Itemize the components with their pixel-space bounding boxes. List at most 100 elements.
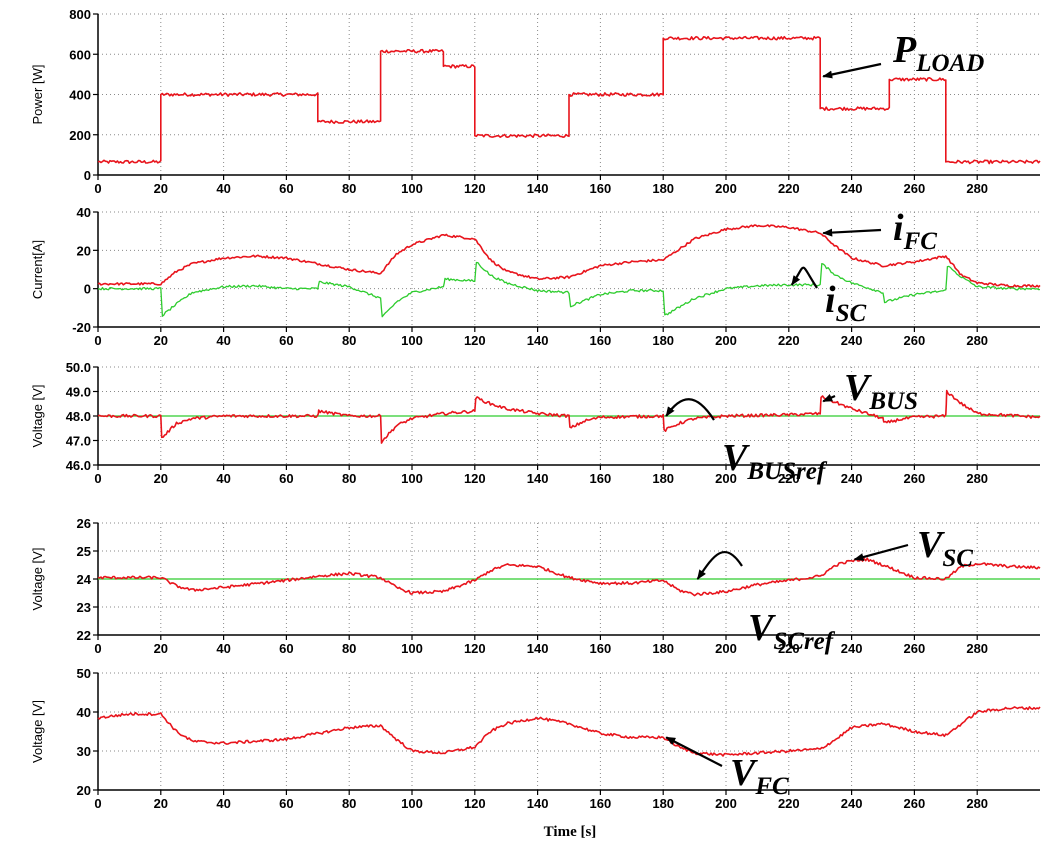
y-tick-label: 24: [77, 572, 92, 587]
y-tick-label: 0: [84, 282, 91, 297]
x-tick-label: 0: [94, 333, 101, 348]
x-tick-label: 280: [966, 641, 988, 656]
y-axis-title: Power [W]: [30, 65, 45, 125]
x-tick-label: 220: [778, 333, 800, 348]
x-tick-label: 200: [715, 471, 737, 486]
x-tick-label: 220: [778, 796, 800, 811]
series-line-red: [97, 706, 1041, 757]
y-tick-label: -20: [72, 320, 91, 335]
y-tick-label: 600: [69, 47, 91, 62]
x-tick-label: 280: [966, 471, 988, 486]
x-tick-label: 220: [778, 641, 800, 656]
annotation-arrow: [822, 62, 882, 79]
x-tick-label: 20: [154, 181, 168, 196]
y-tick-label: 30: [77, 744, 91, 759]
annotation-label: PLOAD: [892, 29, 984, 77]
x-tick-label: 100: [401, 471, 423, 486]
x-tick-label: 80: [342, 471, 356, 486]
chart-panel-3: 46.0 47.0 48.0 49.0 50.0 0 20 40 60 80 100 120 140 16…: [30, 360, 1041, 486]
x-tick-label: 200: [715, 333, 737, 348]
x-tick-label: 40: [216, 471, 230, 486]
series-line-red: [97, 557, 1041, 597]
x-tick-label: 160: [590, 796, 612, 811]
x-tick-label: 180: [652, 641, 674, 656]
annotation-arrow: [665, 736, 723, 767]
x-tick-label: 160: [590, 333, 612, 348]
y-tick-label: 22: [77, 628, 91, 643]
x-tick-label: 140: [527, 471, 549, 486]
x-tick-label: 160: [590, 641, 612, 656]
y-tick-label: 400: [69, 88, 91, 103]
x-tick-label: 40: [216, 641, 230, 656]
y-tick-label: 46.0: [66, 458, 91, 473]
annotation-arrow: [790, 266, 818, 289]
x-axis-title: Time [s]: [544, 824, 597, 840]
y-tick-label: 50.0: [66, 360, 91, 375]
x-tick-label: 260: [904, 641, 926, 656]
x-tick-label: 220: [778, 471, 800, 486]
chart-panel-1: 0 200 400 600 800 0 20 40 60 80 100 120 140 160 180 200…: [30, 7, 1041, 196]
x-tick-label: 260: [904, 471, 926, 486]
series-line-red: [97, 35, 1041, 165]
x-tick-label: 80: [342, 181, 356, 196]
x-tick-label: 20: [154, 796, 168, 811]
x-tick-label: 80: [342, 796, 356, 811]
x-tick-label: 20: [154, 641, 168, 656]
y-axis-title: Voltage [V]: [30, 385, 45, 448]
annotation-label: VSC: [917, 524, 973, 572]
y-tick-label: 20: [77, 243, 91, 258]
series-line-red: [97, 389, 1041, 444]
x-tick-label: 80: [342, 641, 356, 656]
annotation-arrow: [665, 398, 715, 421]
y-axis-title: Voltage [V]: [30, 548, 45, 611]
x-tick-label: 20: [154, 471, 168, 486]
x-tick-label: 260: [904, 333, 926, 348]
x-tick-label: 100: [401, 333, 423, 348]
x-tick-label: 60: [279, 471, 293, 486]
x-tick-label: 100: [401, 641, 423, 656]
x-tick-label: 140: [527, 181, 549, 196]
x-tick-label: 140: [527, 796, 549, 811]
x-tick-label: 160: [590, 181, 612, 196]
x-tick-label: 60: [279, 181, 293, 196]
x-tick-label: 220: [778, 181, 800, 196]
x-tick-label: 200: [715, 796, 737, 811]
x-tick-label: 240: [841, 641, 863, 656]
x-tick-label: 280: [966, 796, 988, 811]
annotation-label: VBUS: [844, 367, 918, 415]
x-tick-label: 120: [464, 333, 486, 348]
y-tick-label: 200: [69, 128, 91, 143]
annotation-arrow: [822, 228, 882, 237]
y-tick-label: 0: [84, 168, 91, 183]
x-tick-label: 160: [590, 471, 612, 486]
x-tick-label: 120: [464, 641, 486, 656]
x-tick-label: 260: [904, 796, 926, 811]
y-tick-label: 26: [77, 516, 91, 531]
x-tick-label: 0: [94, 471, 101, 486]
y-tick-label: 50: [77, 666, 91, 681]
x-tick-label: 0: [94, 796, 101, 811]
x-tick-label: 20: [154, 333, 168, 348]
y-tick-label: 23: [77, 600, 91, 615]
x-tick-label: 260: [904, 181, 926, 196]
x-tick-label: 180: [652, 333, 674, 348]
x-tick-label: 240: [841, 796, 863, 811]
y-axis-title: Voltage [V]: [30, 700, 45, 763]
x-tick-label: 280: [966, 333, 988, 348]
x-tick-label: 60: [279, 333, 293, 348]
x-tick-label: 0: [94, 641, 101, 656]
x-tick-label: 200: [715, 641, 737, 656]
annotation-label: VFC: [730, 752, 789, 800]
y-tick-label: 49.0: [66, 385, 91, 400]
x-tick-label: 40: [216, 796, 230, 811]
x-tick-label: 120: [464, 181, 486, 196]
x-tick-label: 60: [279, 641, 293, 656]
annotation-label: iFC: [893, 207, 937, 255]
x-tick-label: 280: [966, 181, 988, 196]
x-tick-label: 240: [841, 181, 863, 196]
y-tick-label: 40: [77, 705, 91, 720]
